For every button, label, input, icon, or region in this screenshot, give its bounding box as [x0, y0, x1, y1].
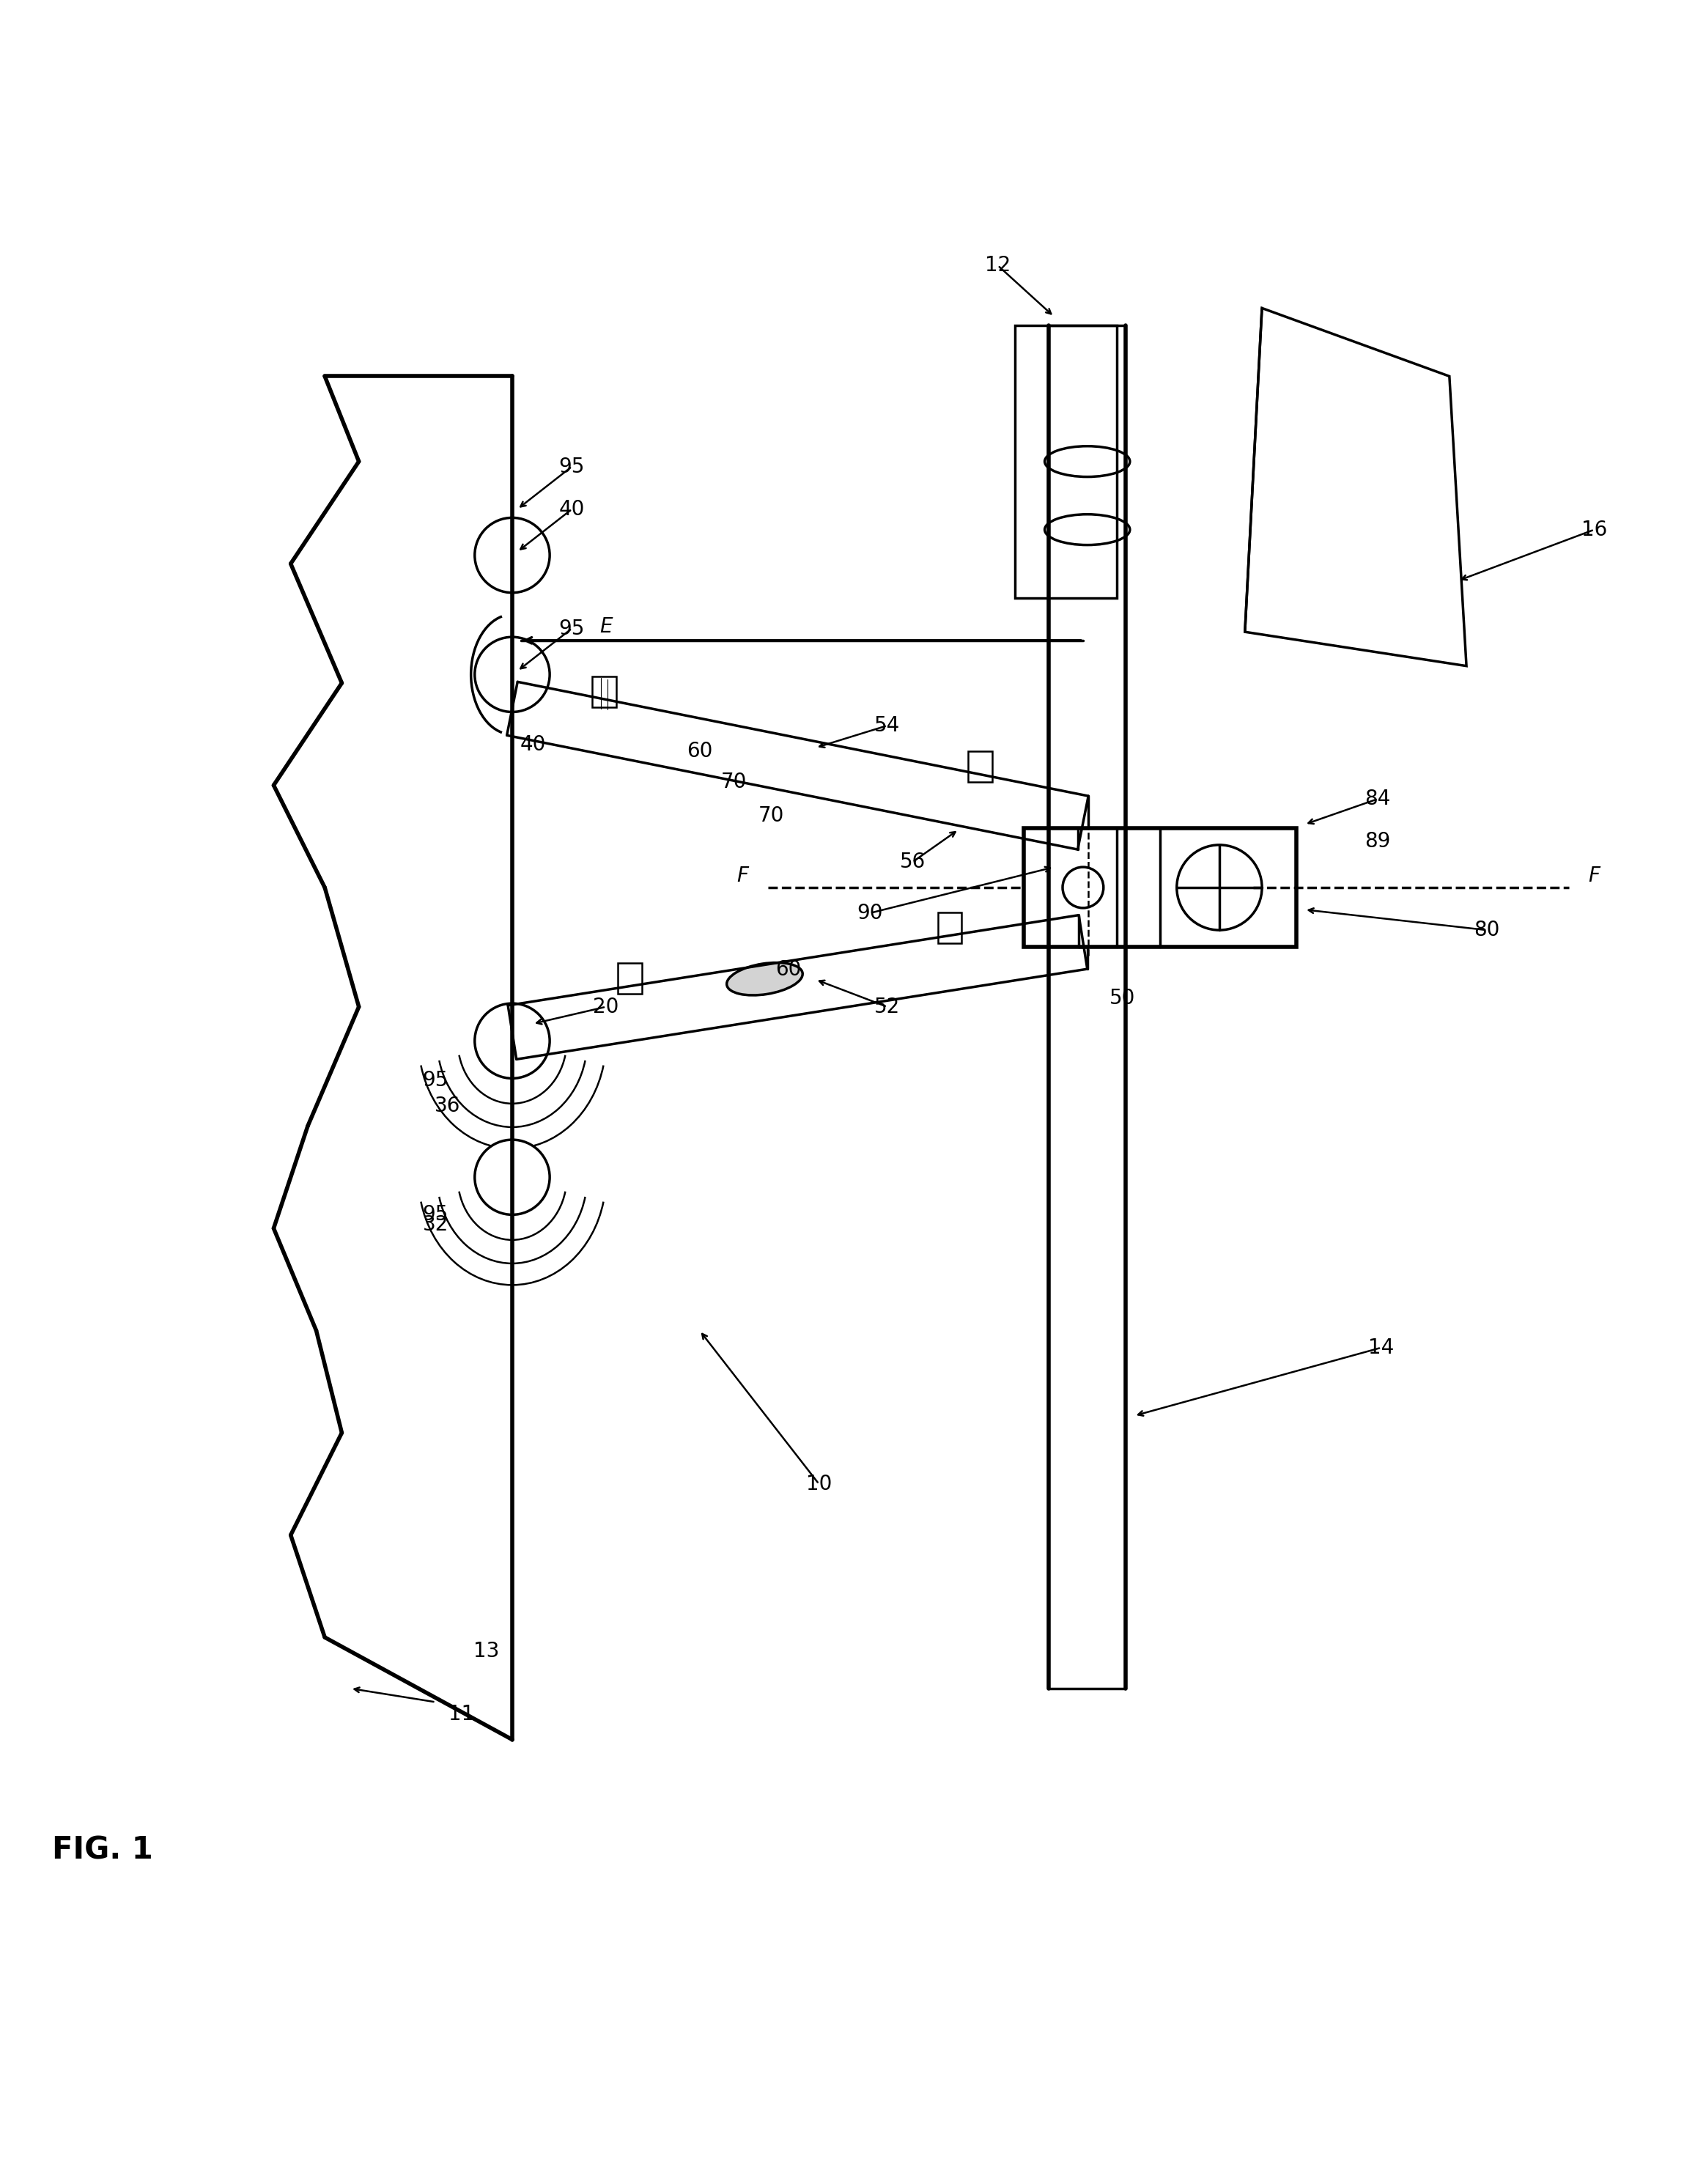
Circle shape — [474, 1002, 549, 1079]
Text: 10: 10 — [805, 1474, 833, 1494]
Text: 70: 70 — [757, 806, 785, 826]
Text: F: F — [737, 865, 749, 887]
Text: 70: 70 — [720, 771, 747, 793]
Text: 95: 95 — [560, 618, 585, 638]
Text: 40: 40 — [560, 498, 585, 520]
Circle shape — [474, 518, 549, 592]
Text: 36: 36 — [435, 1096, 461, 1116]
Text: 20: 20 — [594, 996, 619, 1018]
Text: 11: 11 — [449, 1704, 474, 1723]
Circle shape — [474, 1140, 549, 1214]
Text: 84: 84 — [1365, 788, 1390, 808]
Text: FIG. 1: FIG. 1 — [53, 1835, 154, 1865]
Text: 56: 56 — [899, 852, 926, 871]
Text: 50: 50 — [1109, 987, 1134, 1009]
Text: 54: 54 — [873, 716, 901, 736]
Text: F: F — [1588, 865, 1600, 887]
Bar — [1024, 828, 1297, 948]
Text: 80: 80 — [1474, 919, 1500, 941]
Text: 40: 40 — [520, 734, 546, 756]
Ellipse shape — [727, 963, 802, 996]
Text: 12: 12 — [984, 256, 1010, 275]
Text: 13: 13 — [474, 1640, 500, 1662]
FancyBboxPatch shape — [592, 677, 616, 708]
FancyBboxPatch shape — [967, 751, 991, 782]
Text: 60: 60 — [775, 959, 802, 981]
Circle shape — [474, 638, 549, 712]
Text: 32: 32 — [423, 1214, 449, 1236]
Text: 95: 95 — [423, 1203, 449, 1225]
Text: 95: 95 — [423, 1070, 449, 1090]
Text: 16: 16 — [1581, 520, 1607, 539]
FancyBboxPatch shape — [618, 963, 641, 994]
Text: 52: 52 — [873, 996, 901, 1018]
Text: 60: 60 — [688, 740, 713, 762]
FancyBboxPatch shape — [938, 913, 962, 943]
Text: 90: 90 — [856, 902, 884, 924]
Text: 89: 89 — [1365, 832, 1390, 852]
Text: E: E — [599, 616, 612, 638]
Text: 95: 95 — [560, 456, 585, 476]
Text: 14: 14 — [1368, 1337, 1394, 1358]
